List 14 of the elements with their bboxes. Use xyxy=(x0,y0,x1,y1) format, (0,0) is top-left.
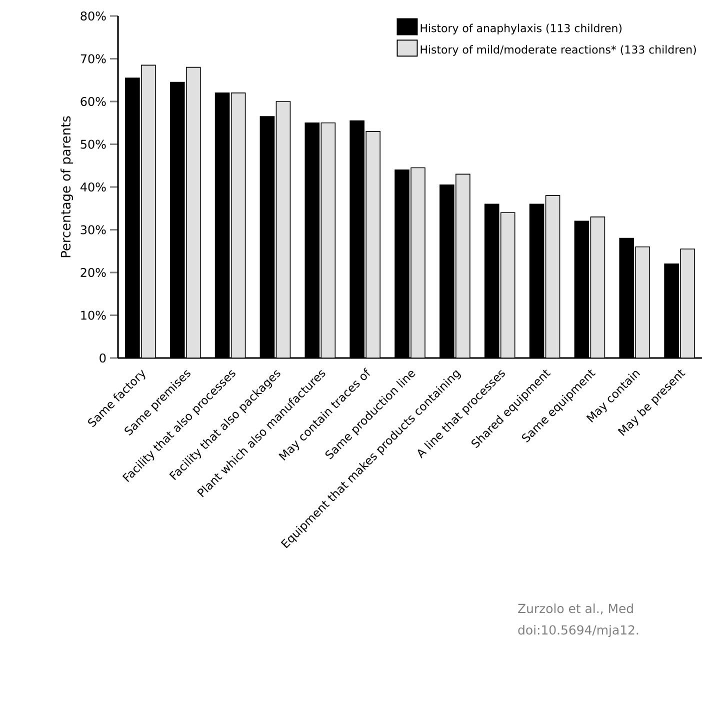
text: doi:10.5694/mja12. xyxy=(518,624,638,638)
legend-label: History of anaphylaxis (113 children) xyxy=(420,24,622,34)
y-tick-label: 40% xyxy=(80,182,106,192)
legend-label: History of mild/moderate reactions* (133 children) xyxy=(420,45,696,56)
y-axis-title: Percentage of parents xyxy=(60,116,74,258)
y-tick-label: 20% xyxy=(80,268,106,278)
y-tick-label: 50% xyxy=(80,140,106,149)
text: Zurzolo et al., Med xyxy=(518,604,633,614)
y-tick-label: 10% xyxy=(81,310,106,320)
y-tick-label: 0 xyxy=(100,353,106,363)
y-tick-label: 70% xyxy=(80,54,106,64)
y-tick-label: 30% xyxy=(80,225,106,234)
y-tick-label: 80% xyxy=(80,11,106,21)
y-tick-label: 60% xyxy=(80,96,106,106)
